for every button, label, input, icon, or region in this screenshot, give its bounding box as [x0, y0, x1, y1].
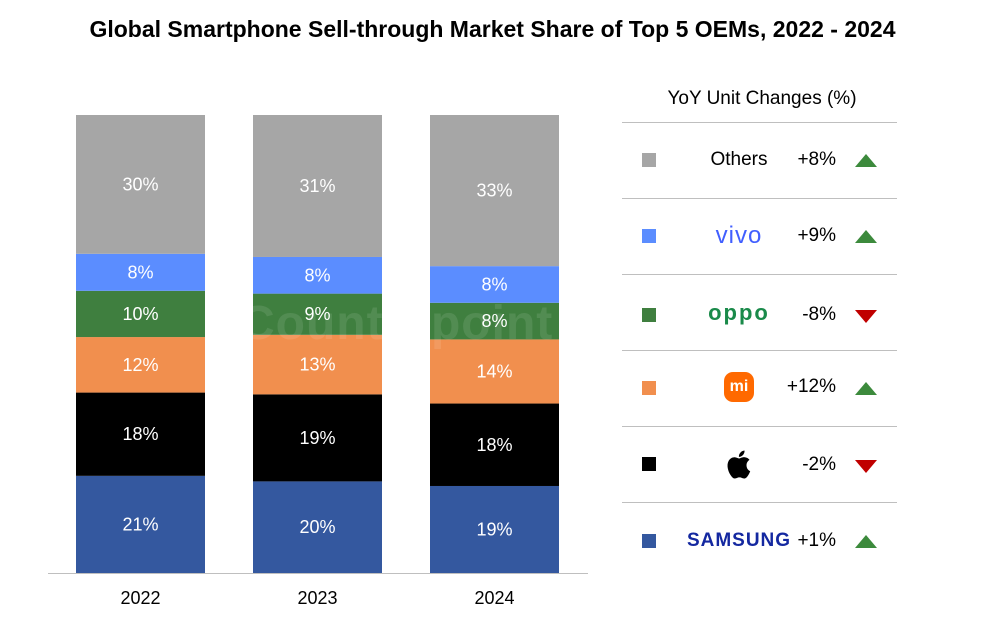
legend-row-oppo: oppo -8% — [622, 274, 897, 350]
up-arrow-icon — [855, 535, 877, 548]
bar-segment-vivo-2023 — [253, 256, 382, 294]
bar-segment-samsung-2022 — [76, 475, 205, 573]
data-label-oppo-2024: 8% — [481, 311, 507, 331]
legend-change-apple: -2% — [802, 454, 836, 475]
legend-row-vivo: vivo +9% — [622, 198, 897, 274]
xiaomi-logo-text: mi — [724, 372, 754, 402]
data-label-samsung-2024: 19% — [476, 519, 512, 539]
vivo-logo: vivo — [715, 222, 763, 249]
data-label-apple-2023: 19% — [299, 428, 335, 448]
legend-row-others: Others +8% — [622, 122, 897, 198]
legend-divider — [622, 122, 897, 123]
bar-segment-others-2024 — [430, 115, 559, 267]
legend-row-samsung: SAMSUNG +1% — [622, 502, 897, 578]
stacked-bar-chart: 21% 18% 12% 10% 8% 30% 2022 20% 19% 13% 9% 8% 31% 202… — [48, 115, 588, 608]
bar-segment-xiaomi-2022 — [76, 337, 205, 393]
legend-divider — [622, 350, 897, 351]
data-label-vivo-2022: 8% — [127, 262, 153, 282]
x-tick-label-2022: 2022 — [120, 588, 160, 608]
legend-divider — [622, 198, 897, 199]
legend-row-xiaomi: mi +12% — [622, 350, 897, 426]
legend-title: YoY Unit Changes (%) — [667, 88, 857, 109]
legend-change-samsung: +1% — [797, 530, 836, 551]
data-label-others-2022: 30% — [122, 174, 158, 194]
data-label-oppo-2022: 10% — [122, 304, 158, 324]
legend-divider — [622, 274, 897, 275]
bar-segment-vivo-2024 — [430, 266, 559, 303]
bar-segment-xiaomi-2023 — [253, 334, 382, 395]
bar-segment-samsung-2023 — [253, 481, 382, 573]
xiaomi-logo-icon: mi — [674, 372, 804, 402]
data-label-samsung-2022: 21% — [122, 514, 158, 534]
legend-change-vivo: +9% — [797, 225, 836, 246]
legend-swatch-oppo — [642, 308, 656, 322]
bar-segment-apple-2024 — [430, 403, 559, 486]
legend-change-others: +8% — [797, 149, 836, 170]
bar-segment-others-2023 — [253, 115, 382, 257]
up-arrow-icon — [855, 230, 877, 243]
data-label-samsung-2023: 20% — [299, 517, 335, 537]
legend-swatch-samsung — [642, 534, 656, 548]
legend-swatch-others — [642, 153, 656, 167]
bar-segment-oppo-2023 — [253, 293, 382, 335]
bar-segment-apple-2022 — [76, 392, 205, 476]
samsung-logo: SAMSUNG — [686, 530, 792, 551]
legend-change-xiaomi: +12% — [786, 376, 836, 397]
bar-segment-oppo-2022 — [76, 290, 205, 338]
bar-segment-others-2022 — [76, 115, 205, 254]
data-label-others-2023: 31% — [299, 176, 335, 196]
bar-segment-apple-2023 — [253, 394, 382, 482]
bar-segment-samsung-2024 — [430, 485, 559, 573]
x-tick-label-2024: 2024 — [474, 588, 514, 608]
legend-swatch-xiaomi — [642, 381, 656, 395]
data-label-oppo-2023: 9% — [304, 304, 330, 324]
chart-title: Global Smartphone Sell-through Market Sh… — [89, 16, 896, 42]
legend-divider — [622, 426, 897, 427]
legend-swatch-apple — [642, 457, 656, 471]
data-label-others-2024: 33% — [476, 181, 512, 201]
legend-divider — [622, 502, 897, 503]
apple-logo-icon — [674, 444, 804, 484]
x-tick-label-2023: 2023 — [297, 588, 337, 608]
up-arrow-icon — [855, 382, 877, 395]
legend-change-oppo: -8% — [802, 304, 836, 325]
down-arrow-icon — [855, 460, 877, 473]
data-label-apple-2022: 18% — [122, 424, 158, 444]
legend-brand-others: Others — [710, 149, 768, 170]
bar-segment-vivo-2022 — [76, 253, 205, 291]
oppo-logo: oppo — [708, 300, 770, 325]
watermark: Counterpoint — [240, 297, 554, 350]
data-label-vivo-2023: 8% — [304, 265, 330, 285]
bar-segment-xiaomi-2024 — [430, 339, 559, 404]
data-label-apple-2024: 18% — [476, 435, 512, 455]
data-label-xiaomi-2024: 14% — [476, 361, 512, 381]
legend-swatch-vivo — [642, 229, 656, 243]
bar-segment-oppo-2024 — [430, 302, 559, 340]
data-label-vivo-2024: 8% — [481, 274, 507, 294]
down-arrow-icon — [855, 310, 877, 323]
legend-row-apple: -2% — [622, 426, 897, 502]
data-label-xiaomi-2023: 13% — [299, 355, 335, 375]
data-label-xiaomi-2022: 12% — [122, 355, 158, 375]
apple-logo-svg — [727, 450, 751, 479]
up-arrow-icon — [855, 154, 877, 167]
